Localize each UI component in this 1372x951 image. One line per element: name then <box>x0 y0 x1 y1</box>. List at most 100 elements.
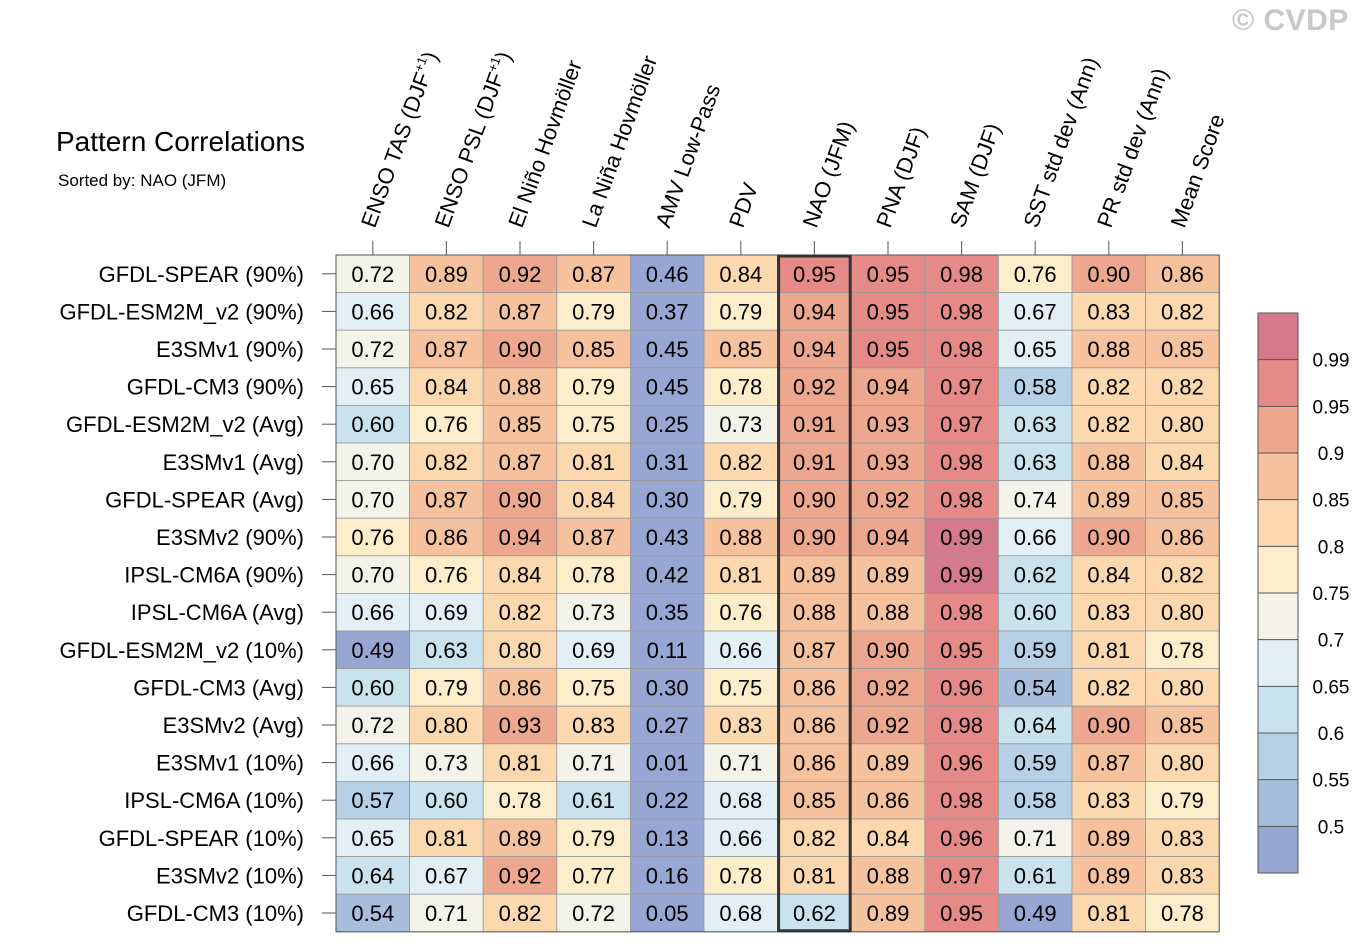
heatmap-cell <box>630 743 705 782</box>
heatmap-cell <box>556 856 631 895</box>
cell-value: 0.75 <box>572 675 615 700</box>
heatmap-cell <box>409 292 484 331</box>
heatmap-cell <box>924 668 999 707</box>
colorbar-bin <box>1258 686 1298 733</box>
heatmap-cell <box>482 781 558 820</box>
heatmap-cell <box>409 856 484 895</box>
sorted-column-highlight <box>777 254 852 933</box>
cell-value: 0.89 <box>867 751 910 776</box>
cell-value: 0.93 <box>499 713 542 738</box>
heatmap-cell <box>630 781 705 820</box>
cell-value: 0.78 <box>1161 901 1204 926</box>
heatmap-cell <box>1145 480 1220 519</box>
cell-value: 0.82 <box>1087 675 1130 700</box>
cell-value: 0.98 <box>940 299 983 324</box>
heatmap-cell <box>924 555 999 594</box>
heatmap-cell <box>850 593 926 632</box>
heatmap-cell <box>1071 630 1146 669</box>
cell-value: 0.82 <box>1161 299 1204 324</box>
heatmap-cell <box>556 705 631 745</box>
cell-value: 0.59 <box>1014 638 1057 663</box>
heatmap-cell <box>409 555 484 594</box>
cell-value: 0.80 <box>1161 751 1204 776</box>
heatmap-cell <box>850 630 926 669</box>
cell-value: 0.82 <box>499 600 542 625</box>
cell-value: 0.65 <box>1014 337 1057 362</box>
cell-value: 0.76 <box>425 563 468 588</box>
cell-value: 0.60 <box>351 675 394 700</box>
heatmap-cell <box>630 856 705 895</box>
heatmap-cell <box>998 856 1073 895</box>
cell-value: 0.98 <box>940 262 983 287</box>
heatmap-cell <box>1071 893 1146 933</box>
heatmap-cell <box>777 555 852 594</box>
cell-value: 0.94 <box>867 525 910 550</box>
cell-value: 0.88 <box>499 375 542 400</box>
copyright-watermark: © CVDP <box>1232 4 1349 37</box>
row-label: GFDL-ESM2M_v2 (Avg) <box>66 412 304 437</box>
cell-value: 0.84 <box>1161 450 1204 475</box>
cell-value: 0.05 <box>646 901 689 926</box>
cell-value: 0.66 <box>351 751 394 776</box>
cell-value: 0.31 <box>646 450 689 475</box>
colorbar-label: 0.85 <box>1313 491 1350 512</box>
cell-value: 0.85 <box>572 337 615 362</box>
heatmap-cell <box>556 442 631 481</box>
cell-value: 0.89 <box>425 262 468 287</box>
cell-value: 0.37 <box>646 299 689 324</box>
heatmap-cell <box>630 329 705 369</box>
heatmap-cell <box>703 630 778 669</box>
cell-value: 0.81 <box>572 450 615 475</box>
cell-value: 0.87 <box>793 638 836 663</box>
cell-value: 0.95 <box>867 299 910 324</box>
column-label: NAO (JFM) <box>798 118 860 231</box>
heatmap-cell <box>1071 856 1146 895</box>
heatmap-cell <box>335 292 410 331</box>
cell-value: 0.64 <box>1014 713 1057 738</box>
cell-value: 0.89 <box>1087 826 1130 851</box>
heatmap-cell <box>777 743 852 782</box>
cell-value: 0.81 <box>1087 638 1130 663</box>
cell-value: 0.87 <box>499 299 542 324</box>
cell-value: 0.74 <box>1014 487 1057 512</box>
cell-value: 0.72 <box>351 713 394 738</box>
cell-value: 0.81 <box>1087 901 1130 926</box>
heatmap-cell <box>924 893 999 933</box>
cell-value: 0.78 <box>719 375 762 400</box>
cell-value: 0.96 <box>940 826 983 851</box>
heatmap-cell <box>924 593 999 632</box>
cell-value: 0.49 <box>1014 901 1057 926</box>
heatmap-cell <box>630 705 705 745</box>
cell-value: 0.92 <box>867 487 910 512</box>
cell-value: 0.66 <box>719 826 762 851</box>
cell-value: 0.78 <box>499 788 542 813</box>
heatmap-cell <box>998 630 1073 669</box>
heatmap-cell <box>482 893 558 933</box>
cell-value: 0.58 <box>1014 788 1057 813</box>
cell-value: 0.69 <box>572 638 615 663</box>
colorbar-bin <box>1258 639 1298 687</box>
column-label: El Niño Hovmöller <box>503 57 587 231</box>
cell-value: 0.62 <box>793 901 836 926</box>
cell-value: 0.64 <box>351 863 394 888</box>
heatmap-cell <box>556 743 631 782</box>
cell-value: 0.82 <box>1087 412 1130 437</box>
cell-value: 0.84 <box>1087 563 1130 588</box>
colorbar-bin <box>1258 546 1298 593</box>
heatmap-cell <box>777 781 852 820</box>
cell-value: 0.61 <box>572 788 615 813</box>
heatmap-cell <box>556 517 631 557</box>
cell-value: 0.83 <box>1087 299 1130 324</box>
cell-value: 0.89 <box>793 563 836 588</box>
cell-value: 0.65 <box>351 375 394 400</box>
heatmap-cell <box>556 480 631 519</box>
colorbar-label: 0.99 <box>1313 351 1350 372</box>
cell-value: 0.49 <box>351 638 394 663</box>
heatmap-cell <box>998 442 1073 481</box>
column-labels: ENSO TAS (DJF+1)ENSO PSL (DJF+1)El Niño … <box>356 48 1230 255</box>
cell-value: 0.82 <box>793 826 836 851</box>
cell-value: 0.84 <box>719 262 762 287</box>
column-label: AMV Low-Pass <box>650 81 725 231</box>
cell-value: 0.80 <box>1161 675 1204 700</box>
cell-value: 0.90 <box>793 487 836 512</box>
